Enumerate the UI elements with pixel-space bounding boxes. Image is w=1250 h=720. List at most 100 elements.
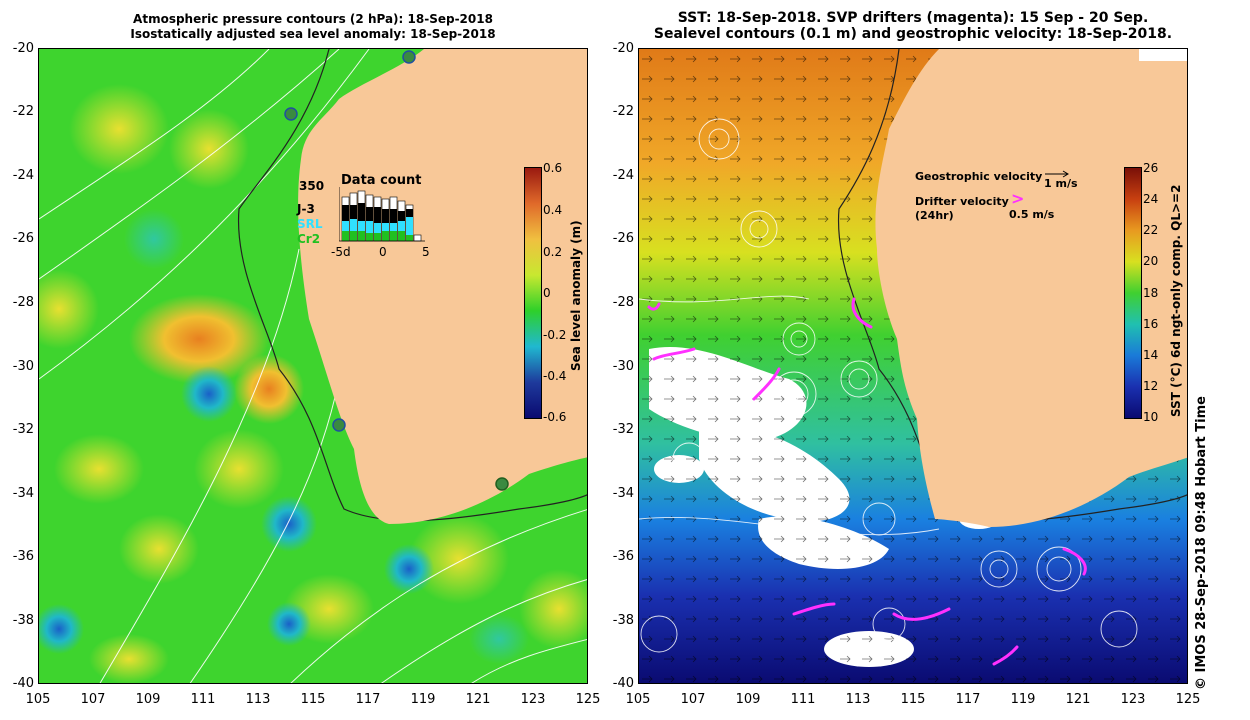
right-xtick: 113: [845, 692, 871, 707]
right-xtick: 121: [1065, 692, 1091, 707]
left-title-line1: Atmospheric pressure contours (2 hPa): 1…: [133, 12, 493, 26]
right-xtick: 123: [1120, 692, 1146, 707]
right-ytick: -24: [612, 168, 634, 183]
left-ytick: -38: [12, 613, 34, 628]
right-title-line1: SST: 18-Sep-2018. SVP drifters (magenta)…: [677, 10, 1149, 26]
inset-bars: [339, 187, 425, 242]
sst-cbar-label: SST (°C) 6d ngt-only comp. QL>=2: [1169, 184, 1183, 417]
right-xtick: 119: [1010, 692, 1036, 707]
sst-cbar-tick-22: 22: [1143, 223, 1159, 237]
inset-legend-j3: J-3: [297, 202, 315, 216]
left-ytick: -34: [12, 486, 34, 501]
left-xtick: 125: [575, 692, 601, 707]
inset-xtick-minus5: -5d: [331, 245, 351, 259]
left-ytick: -30: [12, 359, 34, 374]
right-ytick: -32: [612, 422, 634, 437]
sst-cbar-tick-18: 18: [1143, 286, 1159, 300]
inset-xtick-5: 5: [422, 245, 430, 259]
right-ytick: -28: [612, 295, 634, 310]
left-ytick: -36: [12, 549, 34, 564]
geo-velocity-arrow: [1045, 170, 1069, 178]
drifter-velocity-icon: >: [1011, 189, 1025, 208]
sla-colorbar: [524, 167, 542, 419]
map-corner-mask: [1139, 49, 1187, 61]
inset-bar-stack: [341, 190, 422, 242]
sst-map-svg: [639, 49, 1187, 683]
sea-level-map-svg: [39, 49, 587, 683]
sst-cbar-tick-12: 12: [1143, 379, 1159, 393]
drifter-tracks: [647, 297, 1087, 666]
right-ytick: -22: [612, 104, 634, 119]
left-ytick: -24: [12, 168, 34, 183]
tide-gauges: [284, 50, 509, 491]
right-xtick: 105: [625, 692, 651, 707]
left-ytick: -32: [12, 422, 34, 437]
right-xtick: 115: [900, 692, 926, 707]
sea-level-map[interactable]: 350 Data count J-3 SRL Cr2: [38, 48, 588, 684]
sst-shelf-contour: [837, 49, 1187, 522]
left-xtick: 105: [25, 692, 51, 707]
inset-legend-srl: SRL: [297, 217, 323, 231]
left-ytick: -20: [12, 41, 34, 56]
sla-cbar-tick-m0.6: -0.6: [543, 410, 567, 424]
drifter-velocity-sub: (24hr): [915, 209, 954, 222]
drifter-velocity-label: Drifter velocity: [915, 195, 1009, 208]
right-xtick: 125: [1175, 692, 1201, 707]
left-ytick: -22: [12, 104, 34, 119]
sla-cbar-tick-m0.2: -0.2: [543, 328, 567, 342]
sla-cbar-tick-0.2: 0.2: [543, 245, 563, 259]
drifter-velocity-scale: 0.5 m/s: [1009, 208, 1055, 221]
geo-velocity-scale: 1 m/s: [1044, 177, 1078, 190]
sst-colorbar: [1124, 167, 1142, 419]
sla-cbar-tick-0: 0: [543, 286, 551, 300]
left-ytick: -28: [12, 295, 34, 310]
inset-xtick-0: 0: [379, 245, 387, 259]
inset-y-label: 350: [299, 179, 325, 193]
right-ytick: -40: [612, 676, 634, 691]
left-xtick: 119: [410, 692, 436, 707]
right-ytick: -20: [612, 41, 634, 56]
left-xtick: 123: [520, 692, 546, 707]
inset-legend-cr2: Cr2: [297, 232, 321, 246]
right-ytick: -34: [612, 486, 634, 501]
geo-velocity-label: Geostrophic velocity: [915, 170, 1043, 183]
imos-credit: © IMOS 28-Sep-2018 09:48 Hobart Time: [1194, 396, 1209, 690]
sst-cbar-tick-20: 20: [1143, 254, 1159, 268]
left-ytick: -26: [12, 231, 34, 246]
right-ytick: -36: [612, 549, 634, 564]
shelf-contour: [237, 49, 587, 522]
sla-cbar-tick-0.4: 0.4: [543, 203, 563, 217]
left-xtick: 113: [245, 692, 271, 707]
sla-cbar-tick-m0.4: -0.4: [543, 369, 567, 383]
left-xtick: 109: [135, 692, 161, 707]
inset-title: Data count: [341, 173, 422, 188]
left-xtick: 121: [465, 692, 491, 707]
right-ytick: -30: [612, 359, 634, 374]
left-title-line2: Isostatically adjusted sea level anomaly…: [130, 27, 496, 41]
sst-cbar-tick-16: 16: [1143, 317, 1159, 331]
right-title-line2: Sealevel contours (0.1 m) and geostrophi…: [653, 26, 1173, 42]
sst-cbar-tick-14: 14: [1143, 348, 1159, 362]
left-xtick: 115: [300, 692, 326, 707]
right-xtick: 117: [955, 692, 981, 707]
sla-cbar-tick-0.6: 0.6: [543, 161, 563, 175]
left-ytick: -40: [12, 676, 34, 691]
anomaly-blobs: [39, 84, 587, 683]
left-xtick: 107: [80, 692, 106, 707]
sst-cbar-tick-24: 24: [1143, 192, 1159, 206]
right-ytick: -26: [612, 231, 634, 246]
right-xtick: 111: [790, 692, 816, 707]
sla-cbar-label: Sea level anomaly (m): [569, 220, 583, 371]
left-xtick: 117: [355, 692, 381, 707]
right-xtick: 109: [735, 692, 761, 707]
sst-cbar-tick-10: 10: [1143, 410, 1159, 424]
australia-land: [298, 49, 587, 524]
right-ytick: -38: [612, 613, 634, 628]
left-xtick: 111: [190, 692, 216, 707]
right-xtick: 107: [680, 692, 706, 707]
pressure-contours: [39, 49, 587, 683]
sealevel-contours: [639, 118, 1138, 653]
sst-map[interactable]: Geostrophic velocity 1 m/s Drifter veloc…: [638, 48, 1188, 684]
sst-australia-land: [875, 49, 1187, 527]
sst-cbar-tick-26: 26: [1143, 161, 1159, 175]
